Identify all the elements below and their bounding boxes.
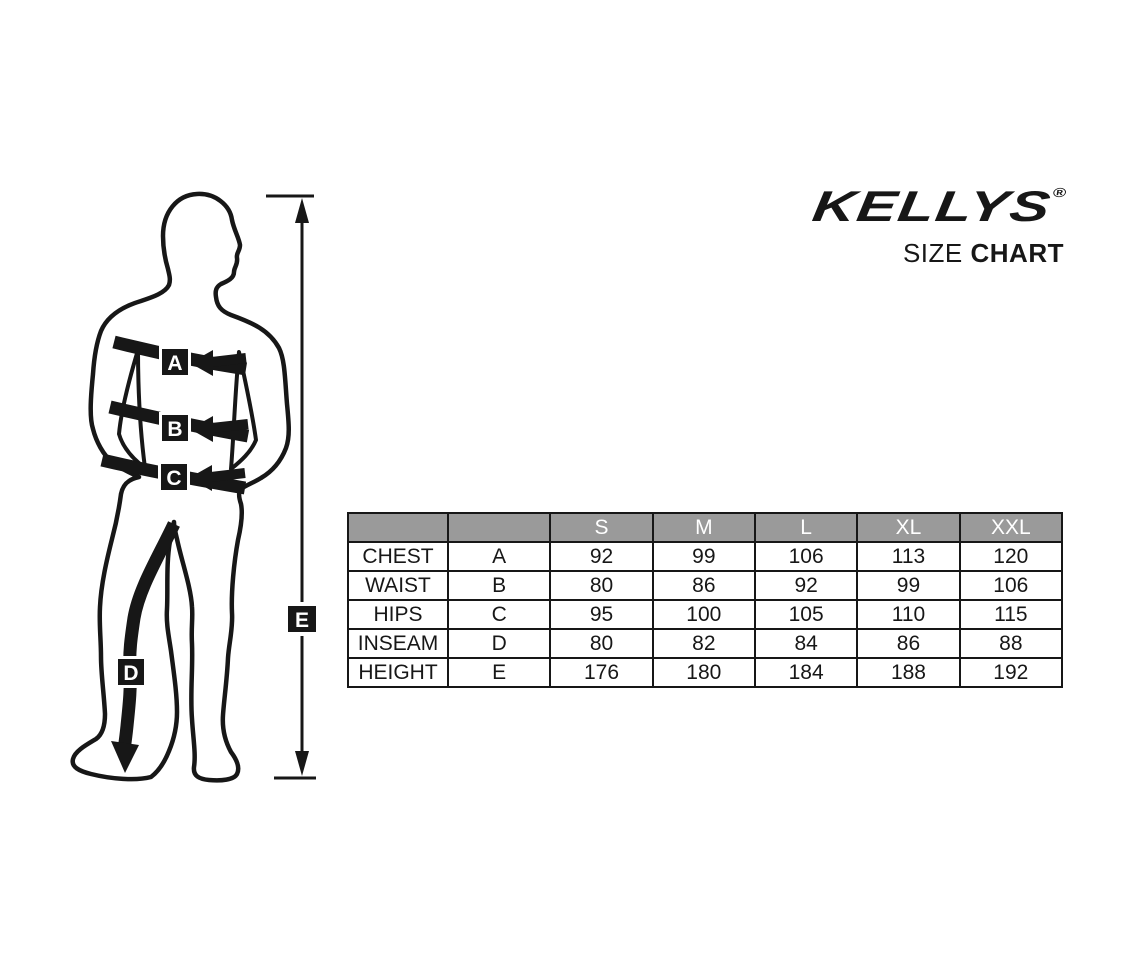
- table-row-code: B: [446, 570, 552, 601]
- inseam-label: D: [123, 662, 138, 685]
- table-header-cell: L: [753, 512, 859, 543]
- brand-logo: KELLYS®: [809, 183, 1068, 231]
- table-row: HEIGHT E 176 180 184 188 192: [347, 657, 1064, 688]
- hip-arrow-shaft: [210, 468, 246, 482]
- table-cell: 113: [856, 541, 961, 572]
- table-cell: 192: [958, 657, 1064, 688]
- table-cell: 106: [958, 570, 1064, 601]
- table-cell: 86: [856, 628, 961, 659]
- table-row-code: D: [446, 628, 552, 659]
- table-cell: 86: [651, 570, 756, 601]
- table-cell: 80: [549, 570, 654, 601]
- table-header-cell: [347, 512, 449, 543]
- page-title-light: SIZE: [902, 238, 963, 268]
- waist-arrow-shaft: [211, 419, 249, 433]
- table-cell: 184: [753, 657, 859, 688]
- page-title: SIZE CHART: [882, 238, 1064, 269]
- table-cell: 95: [549, 599, 654, 630]
- height-arrow-up: [295, 198, 309, 223]
- table-cell: 110: [856, 599, 961, 630]
- table-cell: 188: [856, 657, 961, 688]
- chest-arrow-shaft: [211, 353, 247, 367]
- table-header-cell: [446, 512, 552, 543]
- chest-arrow-head: [190, 350, 213, 376]
- table-row: WAIST B 80 86 92 99 106: [347, 570, 1064, 601]
- table-cell: 88: [958, 628, 1064, 659]
- size-table: S M L XL XXL CHEST A 92 99 106 113 120 W…: [347, 512, 1064, 688]
- registered-mark-icon: ®: [1051, 185, 1068, 200]
- table-cell: 106: [753, 541, 859, 572]
- chest-label: A: [167, 352, 182, 375]
- measurement-figure: A B C D E: [70, 191, 320, 783]
- table-row-code: A: [446, 541, 552, 572]
- table-header-cell: XXL: [958, 512, 1064, 543]
- brand-block: KELLYS® SIZE CHART: [809, 183, 1067, 269]
- height-arrow-down: [295, 751, 309, 776]
- table-cell: 84: [753, 628, 859, 659]
- hips-label-box: [161, 464, 187, 490]
- table-cell: 99: [856, 570, 961, 601]
- table-cell: 100: [651, 599, 756, 630]
- table-row: CHEST A 92 99 106 113 120: [347, 541, 1064, 572]
- table-cell: 80: [549, 628, 654, 659]
- height-label: E: [295, 609, 309, 632]
- table-cell: 92: [753, 570, 859, 601]
- inseam-arrow-head: [111, 741, 139, 773]
- brand-logo-text: KELLYS: [809, 183, 1055, 231]
- table-cell: 99: [651, 541, 756, 572]
- height-label-box: [288, 606, 316, 632]
- table-cell: 105: [753, 599, 859, 630]
- chest-label-box: [162, 349, 188, 375]
- table-row-label: HEIGHT: [347, 657, 449, 688]
- table-row-label: WAIST: [347, 570, 449, 601]
- table-row-code: E: [446, 657, 552, 688]
- table-row: INSEAM D 80 82 84 86 88: [347, 628, 1064, 659]
- table-header-row: S M L XL XXL: [347, 512, 1064, 543]
- table-row-label: CHEST: [347, 541, 449, 572]
- table-cell: 180: [651, 657, 756, 688]
- waist-label: B: [167, 418, 182, 441]
- table-row-code: C: [446, 599, 552, 630]
- table-cell: 176: [549, 657, 654, 688]
- table-row-label: INSEAM: [347, 628, 449, 659]
- hip-arrow-head: [189, 465, 212, 491]
- waist-arrow-head: [190, 416, 213, 442]
- table-header-cell: S: [549, 512, 654, 543]
- table-row-label: HIPS: [347, 599, 449, 630]
- table-row: HIPS C 95 100 105 110 115: [347, 599, 1064, 630]
- table-cell: 115: [958, 599, 1064, 630]
- inseam-label-box: [118, 659, 144, 685]
- table-cell: 82: [651, 628, 756, 659]
- table-cell: 120: [958, 541, 1064, 572]
- hips-label: C: [166, 467, 181, 490]
- page-title-bold: CHART: [970, 238, 1064, 268]
- table-header-cell: M: [651, 512, 756, 543]
- waist-label-box: [162, 415, 188, 441]
- table-cell: 92: [549, 541, 654, 572]
- table-header-cell: XL: [856, 512, 961, 543]
